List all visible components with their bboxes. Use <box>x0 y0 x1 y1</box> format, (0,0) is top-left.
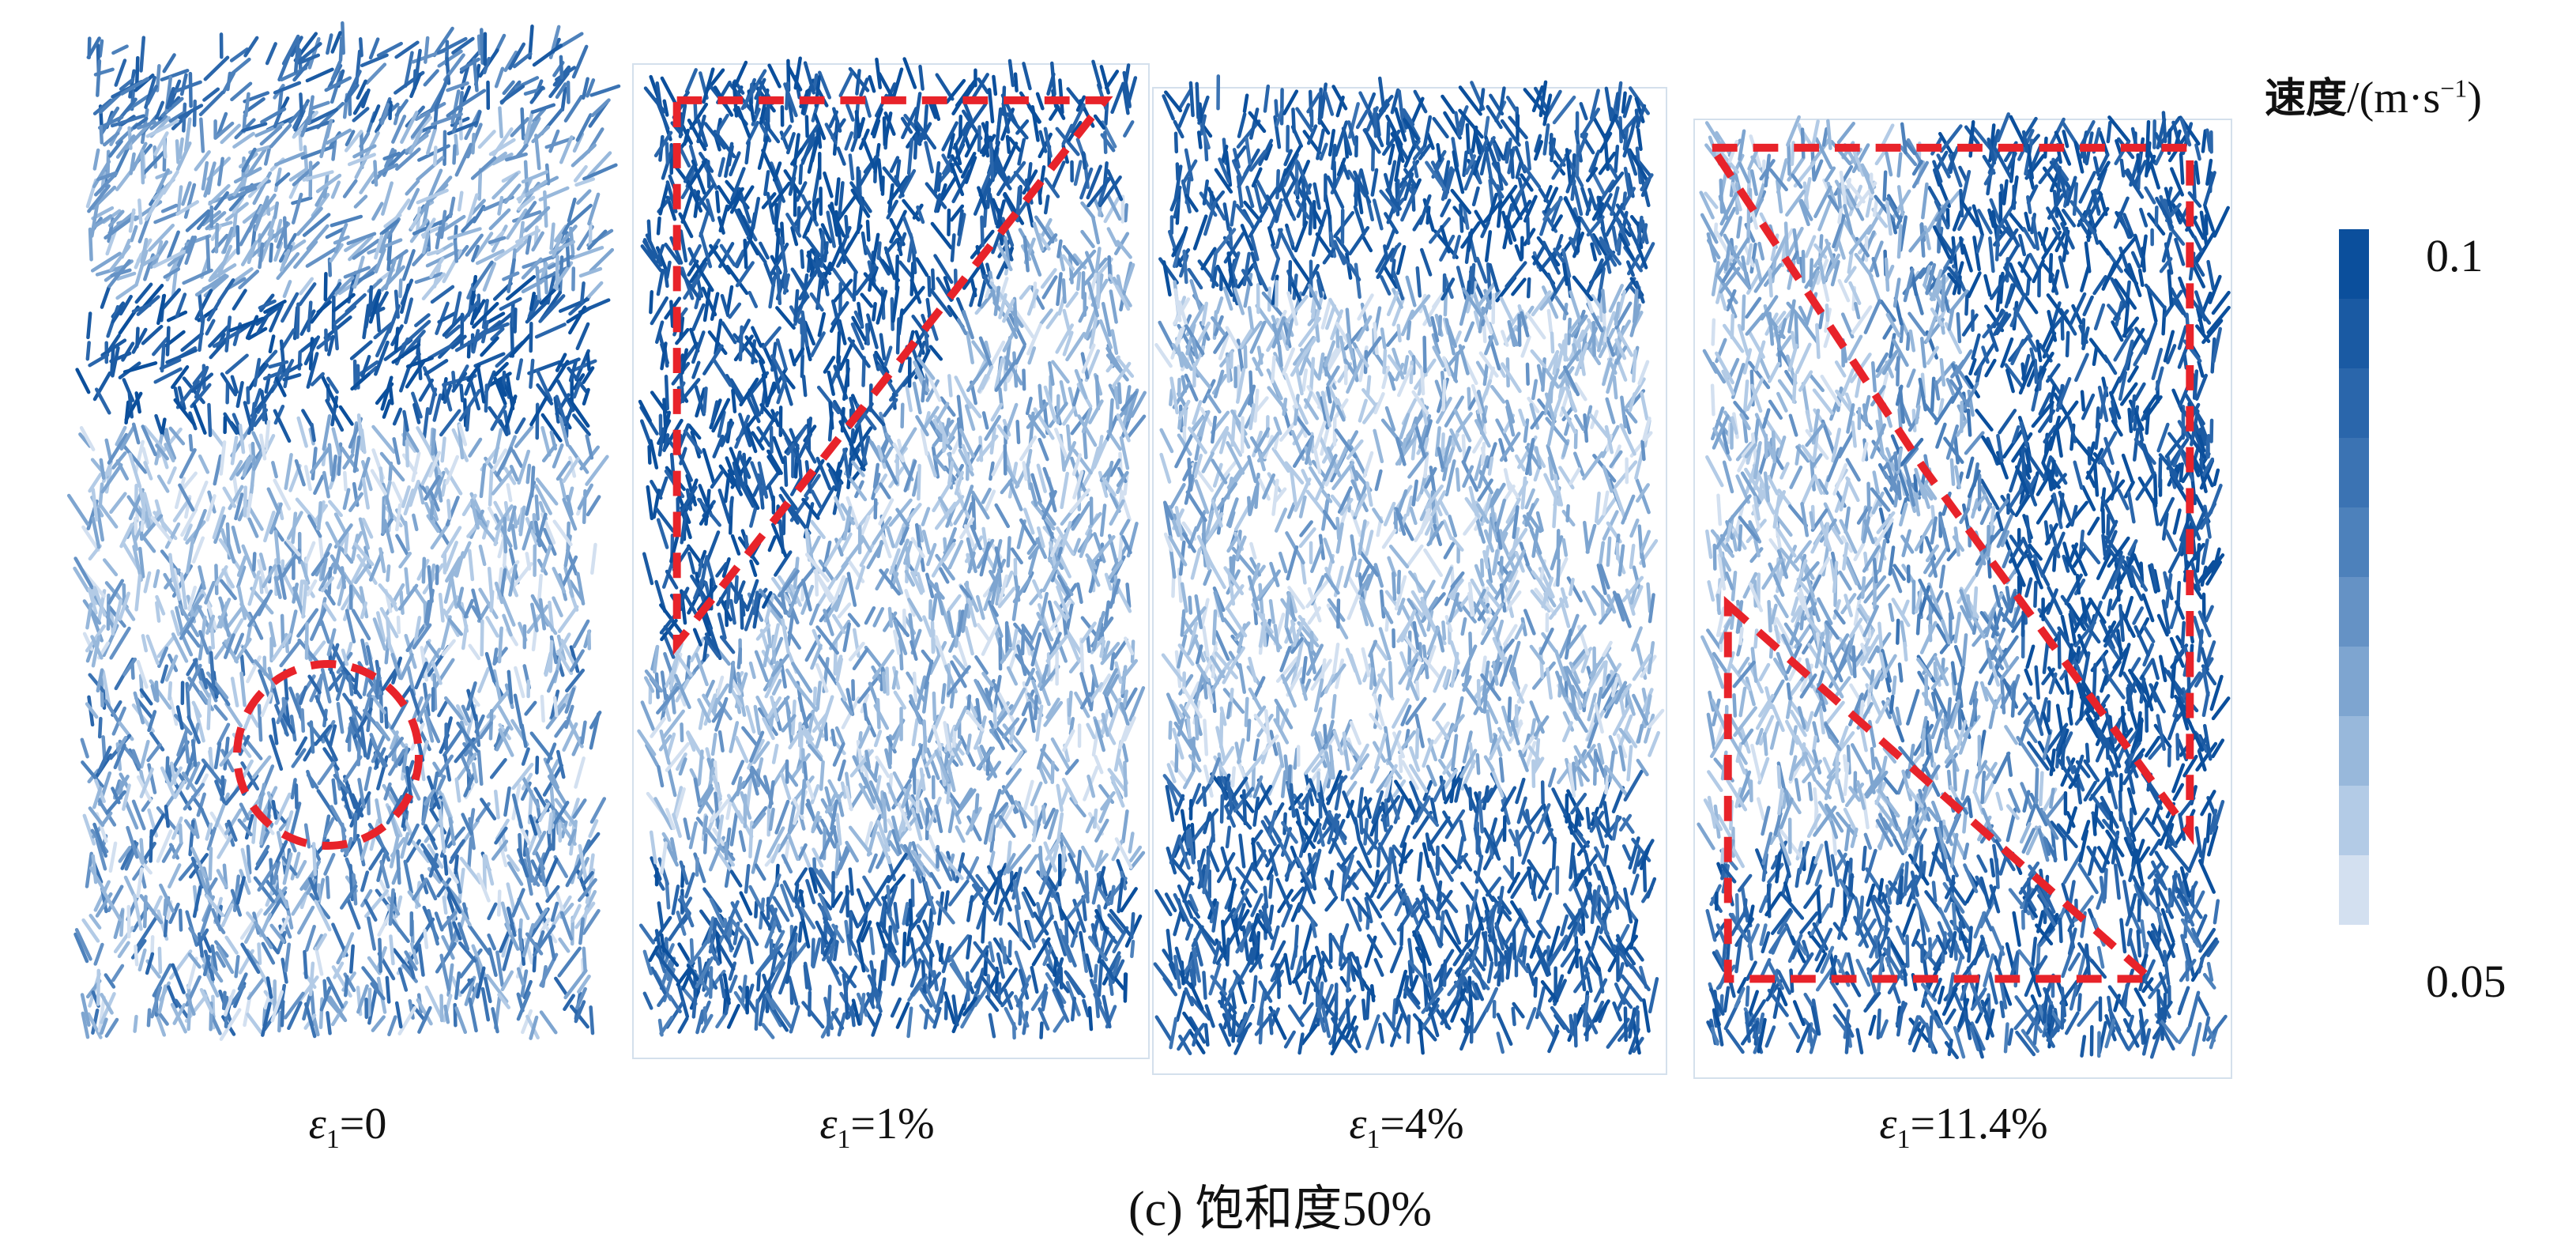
colorbar-band <box>2339 438 2369 507</box>
colorbar-band <box>2339 855 2369 925</box>
vector-panel-strain-11-4 <box>1693 111 2232 1079</box>
panel-caption-0: ε1=0 <box>308 1099 387 1155</box>
highlight-circle <box>233 660 423 850</box>
colorbar-band <box>2339 577 2369 647</box>
highlight-region-upper <box>1704 143 2194 846</box>
colorbar-band <box>2339 786 2369 855</box>
colorbar-band <box>2339 299 2369 368</box>
velocity-vector-field-0 <box>66 21 621 1041</box>
legend-title: 速度/(m·s−1) <box>2265 74 2482 123</box>
colorbar-band <box>2339 368 2369 438</box>
vector-panel-strain-0 <box>66 21 621 1059</box>
velocity-vector-field-2 <box>1153 74 1665 1056</box>
velocity-vector-field-1 <box>637 56 1147 1040</box>
panel-caption-2: ε1=4% <box>1349 1099 1464 1155</box>
figure-caption: (c) 饱和度50% <box>1128 1182 1432 1236</box>
colorbar-band <box>2339 716 2369 786</box>
panel-caption-1: ε1=1% <box>819 1099 935 1155</box>
colorbar-band <box>2339 229 2369 299</box>
colorbar <box>2339 229 2369 925</box>
panel-caption-3: ε1=11.4% <box>1879 1099 2048 1155</box>
colorbar-max-label: 0.1 <box>2426 230 2484 281</box>
velocity-vector-field-3 <box>1697 111 2231 1060</box>
colorbar-min-label: 0.05 <box>2426 956 2506 1007</box>
colorbar-band <box>2339 507 2369 577</box>
highlight-triangle <box>672 96 1113 656</box>
colorbar-band <box>2339 647 2369 716</box>
vector-panel-strain-1 <box>632 56 1150 1059</box>
vector-panel-strain-4 <box>1152 74 1667 1075</box>
